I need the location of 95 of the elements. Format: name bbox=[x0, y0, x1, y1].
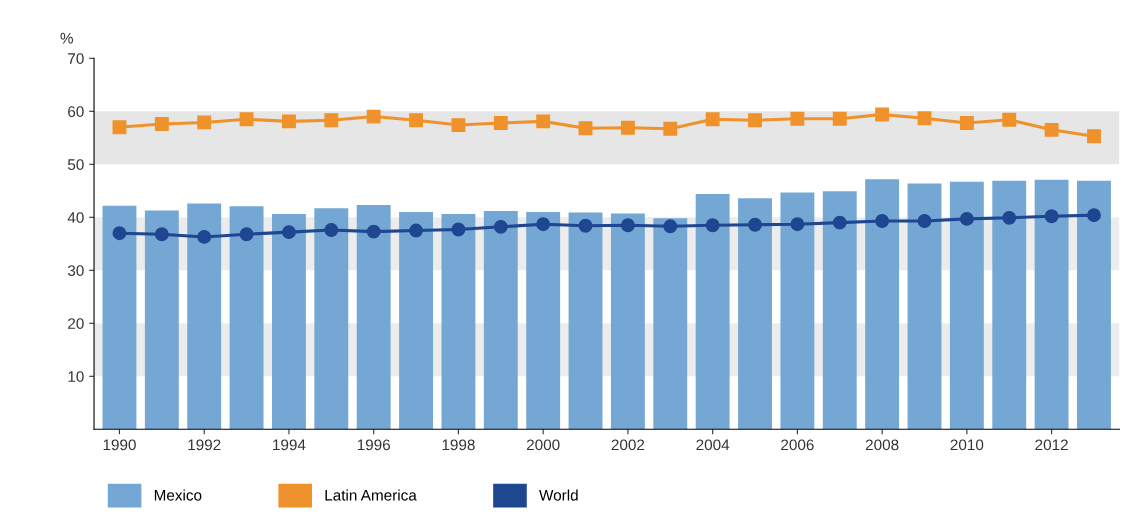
point bbox=[493, 116, 508, 130]
bar bbox=[865, 179, 900, 430]
point bbox=[409, 223, 423, 238]
point bbox=[409, 113, 423, 128]
point bbox=[790, 217, 805, 232]
point bbox=[536, 114, 551, 129]
x-tick-label: 2010 bbox=[950, 439, 984, 451]
y-tick-label: 70 bbox=[68, 53, 84, 64]
y-tick-label: 60 bbox=[68, 106, 84, 117]
point bbox=[154, 117, 169, 131]
point bbox=[663, 219, 678, 234]
x-tick-label: 2000 bbox=[526, 439, 560, 451]
bar bbox=[356, 205, 391, 430]
bar bbox=[1034, 179, 1069, 430]
bar bbox=[187, 203, 222, 430]
point bbox=[959, 211, 974, 226]
y-tick-label: 30 bbox=[67, 265, 84, 276]
bar bbox=[441, 214, 476, 430]
point bbox=[366, 109, 381, 124]
y-tick-label: 40 bbox=[67, 212, 84, 223]
point bbox=[790, 111, 805, 126]
bar bbox=[653, 218, 688, 430]
bar bbox=[780, 192, 815, 430]
point bbox=[578, 218, 593, 233]
point bbox=[154, 227, 169, 242]
bar bbox=[992, 180, 1027, 430]
legend-label: Latin America bbox=[325, 489, 417, 501]
x-tick-label: 1996 bbox=[357, 439, 391, 451]
x-tick-label: 1992 bbox=[188, 439, 221, 451]
x-tick-label: 1990 bbox=[103, 439, 136, 451]
point bbox=[620, 218, 635, 233]
point bbox=[493, 219, 508, 234]
bar bbox=[907, 183, 942, 430]
x-tick-label: 2008 bbox=[865, 439, 899, 451]
bar bbox=[822, 191, 857, 430]
bar bbox=[102, 205, 137, 430]
legend-label: Mexico bbox=[154, 489, 202, 501]
point bbox=[748, 217, 762, 232]
point bbox=[705, 218, 720, 233]
bar bbox=[1077, 180, 1111, 430]
x-tick-label: 2004 bbox=[696, 439, 730, 451]
bar bbox=[695, 193, 730, 430]
bar bbox=[568, 212, 603, 430]
point bbox=[112, 226, 127, 241]
point bbox=[959, 116, 974, 130]
point bbox=[451, 118, 466, 133]
point bbox=[1002, 210, 1017, 225]
point bbox=[748, 113, 762, 128]
point bbox=[281, 225, 296, 240]
point bbox=[536, 217, 551, 232]
point bbox=[1087, 129, 1101, 144]
point bbox=[366, 224, 381, 239]
bar bbox=[610, 213, 645, 430]
point bbox=[324, 113, 339, 128]
legend-label: World bbox=[539, 489, 578, 501]
point bbox=[705, 112, 720, 127]
point bbox=[197, 229, 212, 244]
point bbox=[1044, 122, 1059, 137]
point bbox=[620, 120, 635, 135]
bar bbox=[144, 210, 179, 430]
y-tick-label: 20 bbox=[68, 318, 84, 329]
point bbox=[1044, 209, 1059, 224]
point bbox=[663, 121, 678, 136]
bar bbox=[314, 208, 349, 430]
x-tick-label: 2002 bbox=[611, 439, 645, 451]
point bbox=[875, 214, 890, 228]
bar bbox=[483, 210, 518, 430]
point bbox=[324, 223, 339, 237]
bar bbox=[949, 181, 984, 430]
y-tick-label: 10 bbox=[68, 371, 84, 382]
point bbox=[112, 120, 127, 135]
bar bbox=[399, 212, 433, 430]
x-tick-label: 2012 bbox=[1035, 439, 1068, 451]
point bbox=[917, 111, 932, 126]
point bbox=[832, 215, 847, 230]
point bbox=[832, 111, 847, 126]
x-tick-label: 2006 bbox=[781, 439, 814, 451]
point bbox=[451, 222, 466, 237]
x-tick-label: 1998 bbox=[442, 439, 475, 451]
bar bbox=[271, 214, 306, 430]
y-tick-label: 50 bbox=[67, 159, 84, 170]
bar bbox=[526, 212, 561, 430]
bar bbox=[738, 198, 772, 430]
point bbox=[1087, 208, 1101, 223]
point bbox=[917, 214, 932, 228]
point bbox=[239, 227, 254, 242]
point bbox=[239, 112, 254, 127]
point bbox=[197, 115, 212, 130]
point bbox=[1002, 112, 1017, 127]
point bbox=[875, 107, 890, 122]
point bbox=[578, 121, 593, 136]
y-axis-title: % bbox=[60, 32, 73, 44]
point bbox=[281, 114, 296, 129]
bar bbox=[229, 206, 264, 430]
x-tick-label: 1994 bbox=[273, 439, 306, 451]
